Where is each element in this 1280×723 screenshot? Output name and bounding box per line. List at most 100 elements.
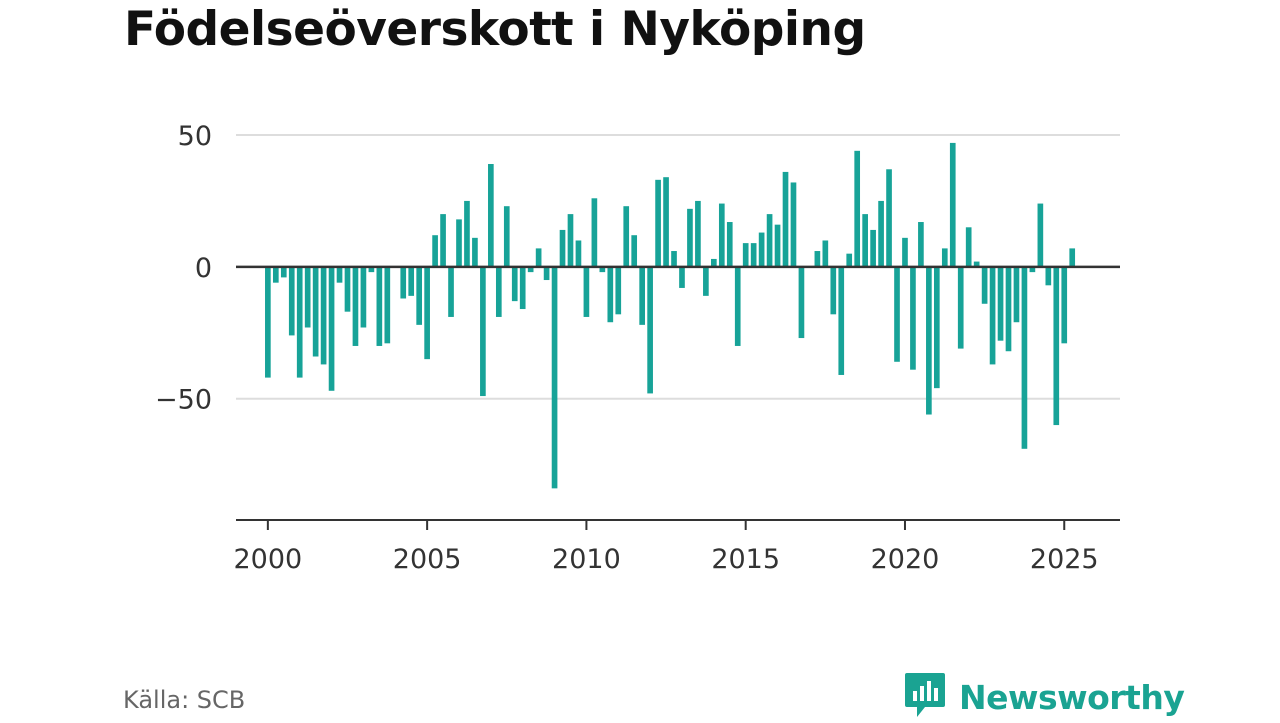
bar [503, 206, 510, 267]
bar [734, 266, 741, 346]
bar [368, 266, 375, 273]
bar [432, 235, 438, 267]
bar [535, 248, 542, 267]
bar [870, 229, 876, 267]
bar [424, 266, 430, 360]
bar [997, 266, 1004, 341]
bar [543, 266, 550, 281]
bar [902, 237, 908, 267]
bars [265, 142, 1076, 489]
x-tick-label: 2005 [393, 544, 462, 575]
bar [488, 164, 494, 267]
bar [1005, 266, 1012, 352]
bar [272, 266, 279, 283]
y-tick-label: −50 [155, 385, 212, 416]
bar [687, 208, 693, 267]
bar [296, 266, 303, 378]
bar [894, 266, 900, 362]
bar [663, 177, 669, 267]
bar [464, 200, 470, 267]
bar [1013, 266, 1020, 323]
bar [440, 214, 446, 267]
bar [607, 266, 614, 323]
bar [575, 240, 582, 267]
bar [384, 266, 391, 344]
bar [328, 266, 335, 391]
bar [1053, 266, 1060, 426]
bar [926, 266, 932, 415]
bar [416, 266, 423, 325]
bar [750, 243, 757, 267]
bar [679, 266, 685, 288]
bar [1069, 248, 1076, 267]
bar [615, 266, 622, 315]
x-tick-label: 2010 [552, 544, 621, 575]
bar [288, 266, 295, 336]
y-tick-label: 0 [195, 253, 212, 284]
bar [591, 198, 598, 267]
bar [965, 227, 972, 267]
bar [886, 169, 892, 267]
bar [400, 266, 407, 299]
bar [830, 266, 837, 315]
bar [703, 266, 709, 296]
y-tick-label: 50 [178, 121, 212, 152]
bar [623, 206, 630, 267]
bar [878, 200, 884, 267]
bar [320, 266, 327, 365]
bar [846, 253, 853, 267]
bar [647, 266, 653, 394]
bar [766, 214, 773, 267]
bar [726, 222, 733, 267]
bar [360, 266, 367, 328]
bar [511, 266, 518, 302]
chart-title: Födelseöverskott i Nyköping [124, 2, 866, 57]
bar [472, 237, 478, 267]
x-axis-ticks: 2000 2005 2010 2015 2020 2025 [233, 520, 1099, 575]
brand-name: Newsworthy [959, 677, 1185, 717]
bar [631, 235, 638, 267]
bar [822, 240, 829, 267]
bar [798, 266, 805, 339]
bar [790, 182, 797, 267]
bar [774, 224, 781, 267]
bar [910, 266, 916, 370]
bar [583, 266, 590, 317]
bar [918, 222, 924, 267]
bar [957, 266, 964, 349]
y-axis-ticks: 50 0 −50 [155, 121, 212, 416]
bar [933, 266, 940, 389]
bar [599, 266, 606, 273]
bar [671, 251, 677, 267]
bar [838, 266, 845, 375]
bar [265, 266, 271, 378]
bar [567, 214, 574, 267]
bar [480, 266, 486, 397]
bar [519, 266, 526, 310]
bar [559, 229, 566, 267]
bar [312, 266, 319, 357]
newsworthy-logo-icon [903, 671, 947, 723]
bar [551, 266, 558, 489]
bar [1061, 266, 1068, 344]
bar [639, 266, 645, 325]
bar [949, 142, 956, 267]
bar [862, 214, 868, 267]
bar [989, 266, 996, 365]
bar [941, 248, 948, 267]
bar [973, 261, 980, 267]
bar [711, 258, 717, 267]
bar [408, 266, 415, 296]
bar [695, 200, 701, 267]
bar [344, 266, 351, 312]
bar [352, 266, 359, 346]
bar [814, 251, 821, 267]
bar [718, 203, 725, 267]
bar [854, 150, 861, 267]
bar [981, 266, 988, 304]
bar [376, 266, 383, 346]
brand-logo[interactable]: Newsworthy [903, 671, 1185, 723]
bar [1045, 266, 1052, 286]
x-tick-label: 2025 [1030, 544, 1099, 575]
